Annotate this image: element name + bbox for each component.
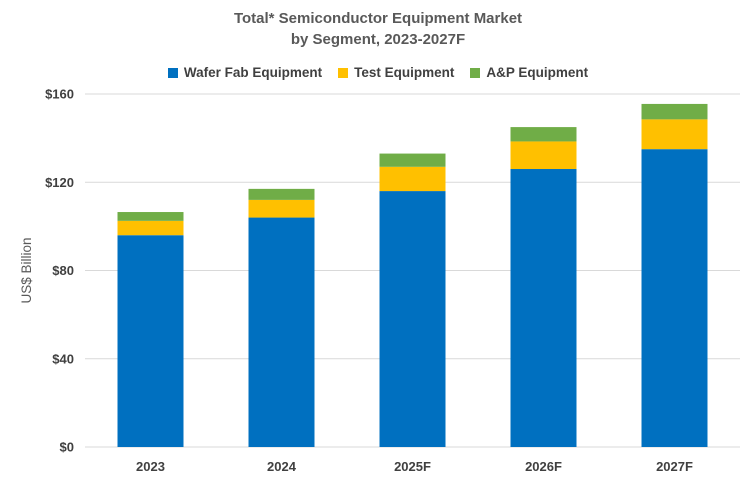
legend-label-ap: A&P Equipment [486,65,589,80]
y-tick-label: $80 [52,263,74,278]
bar-segment-ap-2026f [510,127,577,142]
legend-swatch-wafer-fab [167,67,178,78]
x-tick-label: 2023 [136,459,165,474]
y-tick-label: $0 [60,440,74,455]
bar-segment-test-2025f [379,166,446,192]
x-tick-label: 2026F [525,459,562,474]
x-tick-label: 2024 [267,459,297,474]
bar-segment-ap-2025f [379,153,446,167]
bar-segment-wafer-fab-2025f [379,191,446,447]
chart-title-line1: Total* Semiconductor Equipment Market [233,10,523,27]
legend-item-test: Test Equipment [338,65,454,80]
bar-segment-wafer-fab-2024 [248,217,315,447]
y-tick-label: $120 [45,175,74,190]
legend-item-wafer-fab: Wafer Fab Equipment [167,65,323,80]
chart-title: Total* Semiconductor Equipment Market by… [0,8,756,50]
legend-label-test: Test Equipment [354,65,455,80]
chart-legend: Wafer Fab Equipment Test Equipment A&P E… [0,65,756,80]
legend-swatch-test [338,67,349,78]
x-axis-ticks: 2023 2024 2025F 2026F 2027F [136,459,693,474]
bars [117,103,708,447]
x-tick-label: 2025F [394,459,431,474]
bar-segment-test-2027f [641,119,708,150]
x-tick-label: 2027F [656,459,693,474]
legend-swatch-ap [470,67,481,78]
legend-item-ap: A&P Equipment [470,65,588,80]
bar-segment-ap-2023 [117,212,184,221]
y-tick-label: $40 [52,351,74,366]
y-axis-ticks: $0 $40 $80 $120 $160 [45,87,74,455]
chart-title-line2: by Segment, 2023-2027F [290,31,466,48]
bar-segment-test-2024 [248,199,315,218]
bar-segment-ap-2024 [248,188,315,200]
y-tick-label: $160 [45,87,74,102]
y-axis-label: US$ Billion [19,237,34,303]
bar-segment-test-2023 [117,220,184,236]
legend-label-wafer-fab: Wafer Fab Equipment [183,65,323,80]
bar-segment-wafer-fab-2023 [117,235,184,447]
bar-segment-ap-2027f [641,103,708,120]
bar-segment-wafer-fab-2027f [641,149,708,447]
bar-segment-wafer-fab-2026f [510,169,577,447]
bar-segment-test-2026f [510,141,577,170]
